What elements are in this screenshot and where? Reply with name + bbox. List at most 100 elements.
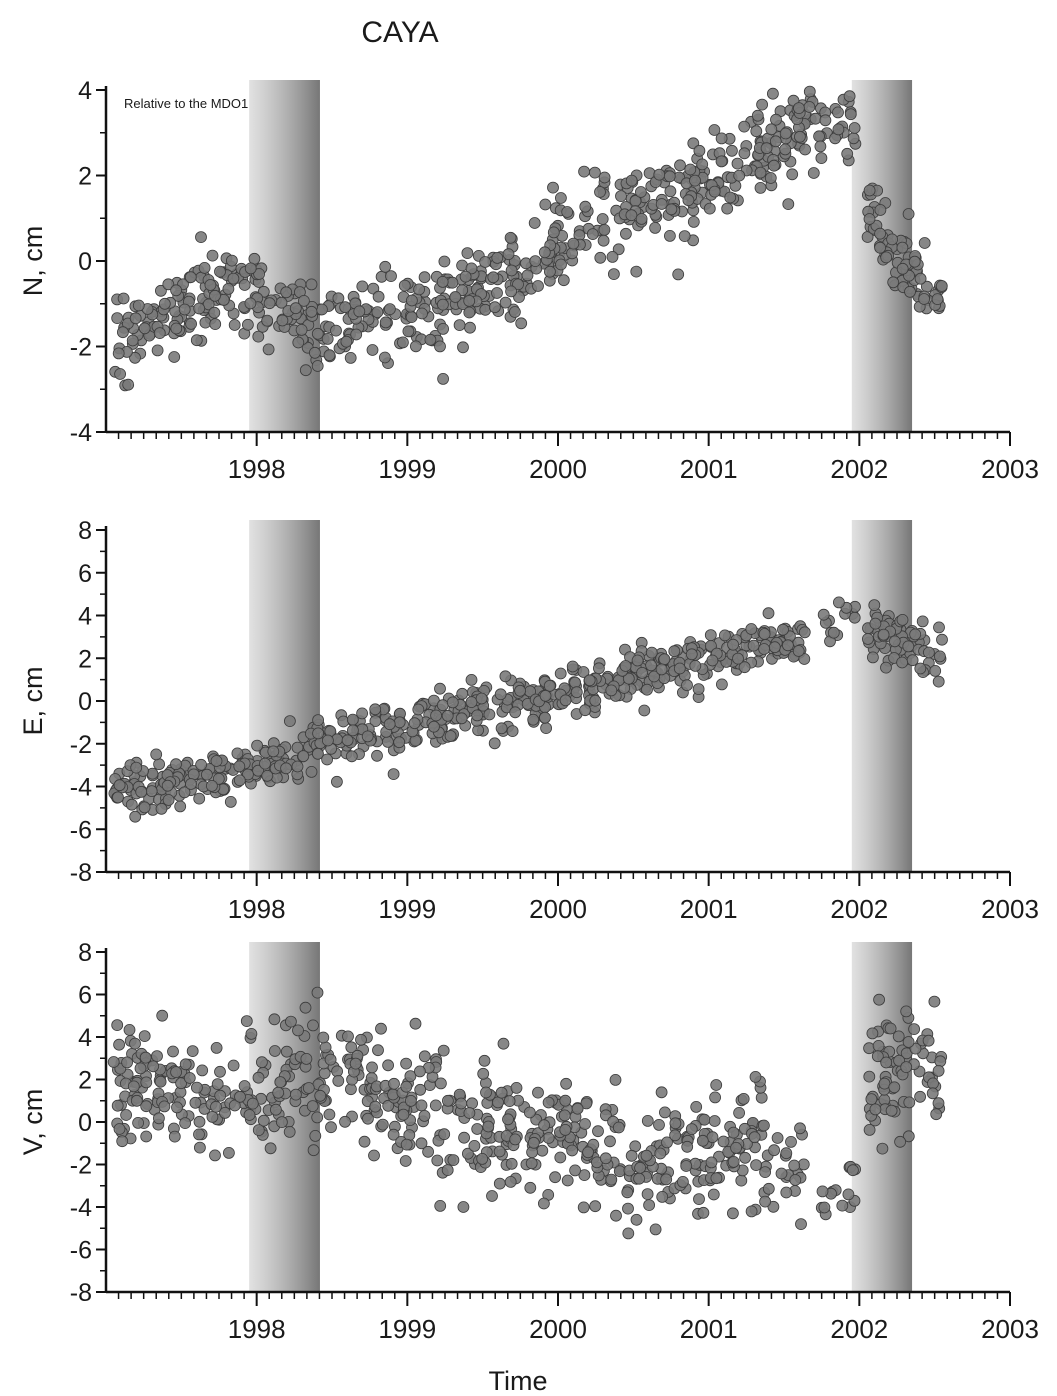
data-point — [210, 755, 223, 767]
data-point — [606, 250, 619, 263]
data-point — [653, 168, 666, 181]
data-point — [609, 1074, 622, 1086]
data-point — [112, 347, 125, 360]
data-point — [466, 1097, 479, 1110]
x-tick-label: 2003 — [981, 894, 1039, 924]
data-point — [212, 773, 225, 785]
data-point — [113, 779, 126, 792]
data-point — [339, 1115, 351, 1128]
data-point — [305, 305, 318, 318]
data-point — [179, 1117, 192, 1129]
data-point — [794, 1122, 806, 1135]
data-point — [721, 202, 734, 215]
data-point — [697, 1206, 710, 1219]
data-point — [892, 1030, 905, 1043]
data-point — [315, 303, 328, 316]
data-point — [843, 90, 856, 103]
y-tick-label: -4 — [70, 774, 92, 802]
data-point — [509, 706, 522, 719]
data-point — [122, 378, 135, 391]
data-point — [817, 608, 830, 621]
data-point — [463, 306, 476, 319]
data-point — [631, 654, 644, 667]
data-point — [132, 1117, 145, 1129]
data-point — [228, 319, 241, 331]
data-point — [789, 1174, 802, 1186]
data-point — [559, 1094, 572, 1107]
data-point — [636, 667, 648, 679]
data-point — [786, 168, 799, 181]
data-point — [682, 194, 695, 207]
data-point — [404, 1095, 417, 1107]
data-point — [436, 298, 449, 311]
data-point — [692, 683, 705, 695]
data-point — [502, 1113, 514, 1126]
data-point — [524, 1181, 537, 1194]
y-tick-label: 4 — [78, 603, 92, 631]
data-point — [523, 1106, 536, 1119]
data-point — [583, 674, 596, 687]
data-point — [663, 170, 676, 183]
data-point — [185, 778, 197, 790]
data-point — [480, 1086, 492, 1099]
data-point — [263, 297, 276, 310]
data-point — [339, 301, 352, 314]
data-point — [597, 234, 610, 247]
data-point — [398, 279, 411, 292]
data-point — [755, 1091, 768, 1104]
data-point — [113, 1038, 125, 1051]
data-point — [233, 760, 246, 773]
y-axis-label-E: E, cm — [18, 666, 48, 735]
data-point — [184, 271, 197, 284]
series-points-E — [108, 596, 948, 823]
data-point — [123, 1024, 136, 1036]
data-point — [405, 311, 418, 324]
data-point — [459, 270, 472, 283]
data-point — [708, 124, 721, 136]
data-point — [798, 626, 811, 639]
data-point — [494, 688, 507, 701]
data-point — [689, 174, 701, 187]
data-point — [245, 1028, 258, 1040]
data-point — [397, 1108, 410, 1121]
data-point — [399, 1155, 412, 1167]
data-point — [283, 1126, 296, 1138]
data-point — [610, 1209, 622, 1222]
data-point — [818, 1201, 831, 1214]
data-point — [345, 750, 358, 763]
data-point — [251, 739, 264, 752]
data-point — [868, 599, 881, 611]
data-point — [710, 1172, 723, 1185]
data-point — [715, 132, 728, 145]
data-point — [261, 769, 274, 782]
data-point — [635, 212, 648, 225]
data-point — [186, 1045, 199, 1057]
data-point — [538, 1119, 550, 1132]
data-point — [409, 340, 422, 353]
data-point — [559, 694, 572, 707]
data-point — [932, 675, 945, 688]
data-point — [515, 317, 528, 330]
data-point — [224, 796, 237, 808]
data-point — [902, 640, 915, 653]
data-point — [547, 181, 559, 194]
data-point — [866, 1027, 879, 1040]
data-point — [896, 614, 909, 626]
y-tick-label: 4 — [78, 77, 92, 105]
data-point — [813, 130, 825, 143]
data-point — [387, 1128, 400, 1141]
data-point — [387, 768, 400, 780]
data-point — [457, 341, 469, 354]
data-point — [151, 344, 164, 357]
data-point — [696, 1134, 709, 1147]
data-point — [505, 264, 518, 277]
data-point — [532, 280, 544, 292]
data-point — [748, 1131, 761, 1144]
data-point — [219, 1107, 231, 1119]
data-point — [441, 1164, 454, 1176]
data-point — [596, 213, 609, 225]
data-point — [814, 140, 827, 153]
data-point — [727, 1207, 739, 1220]
data-point — [292, 1024, 304, 1037]
data-point — [760, 142, 773, 155]
